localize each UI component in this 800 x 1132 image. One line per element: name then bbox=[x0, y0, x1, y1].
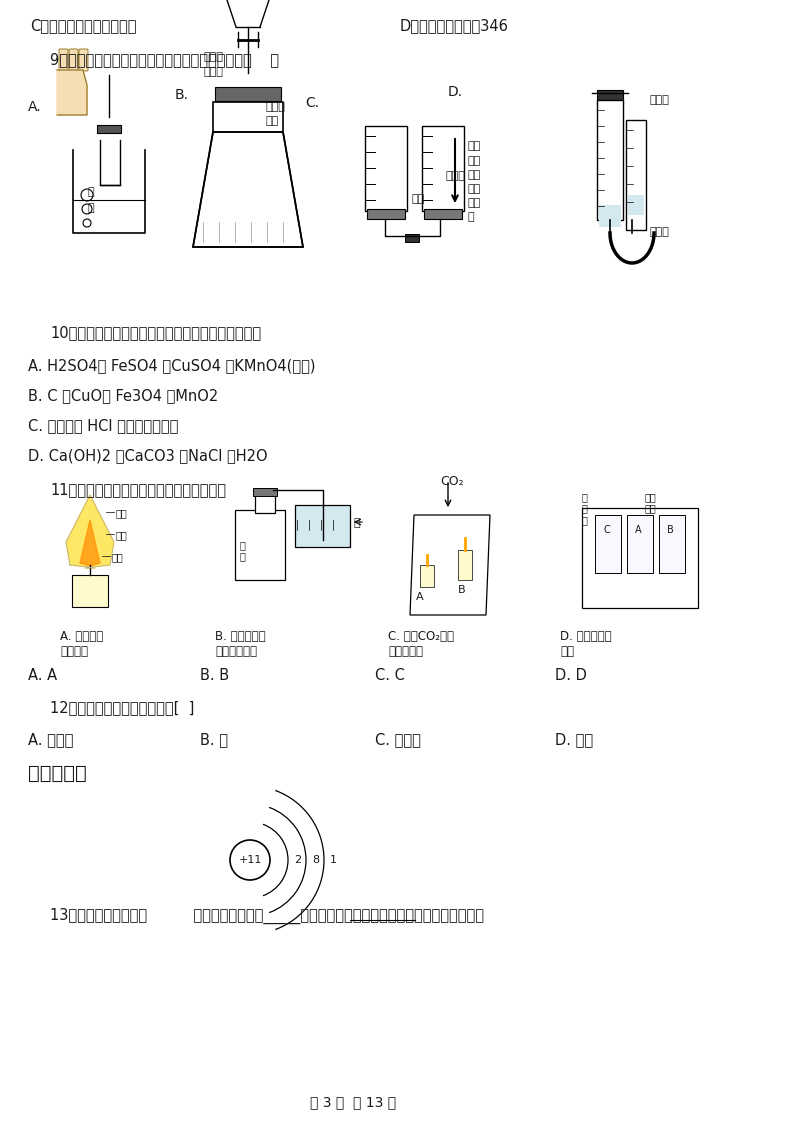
Text: C. 葡萄酒: C. 葡萄酒 bbox=[375, 732, 421, 747]
Bar bbox=[458, 550, 472, 580]
Text: 酚酞
溶液: 酚酞 溶液 bbox=[645, 492, 657, 514]
Text: 8: 8 bbox=[312, 855, 319, 865]
Polygon shape bbox=[410, 515, 490, 615]
Text: B. 探究空气中: B. 探究空气中 bbox=[215, 631, 266, 643]
Text: 2: 2 bbox=[294, 855, 301, 865]
Bar bbox=[597, 91, 623, 104]
Text: 水: 水 bbox=[353, 518, 360, 528]
Text: 面水: 面水 bbox=[468, 198, 482, 208]
Text: 焰心: 焰心 bbox=[112, 552, 124, 561]
Text: 10．下列各组物质，不用其他试剂就能鉴别出来的是: 10．下列各组物质，不用其他试剂就能鉴别出来的是 bbox=[50, 325, 261, 340]
Bar bbox=[365, 126, 407, 211]
Text: D．相对分子质量为346: D．相对分子质量为346 bbox=[400, 18, 509, 33]
Bar bbox=[295, 505, 350, 547]
Text: 弹簧夹: 弹簧夹 bbox=[650, 95, 670, 105]
Text: ，两: ，两 bbox=[468, 170, 482, 180]
Text: 上下: 上下 bbox=[468, 142, 482, 151]
Text: A. 蒸馏水: A. 蒸馏水 bbox=[28, 732, 74, 747]
Text: 平: 平 bbox=[468, 212, 474, 222]
Bar bbox=[420, 565, 434, 588]
Text: B. C 、CuO、 Fe3O4 、MnO2: B. C 、CuO、 Fe3O4 、MnO2 bbox=[28, 388, 218, 403]
Text: 弹簧夹: 弹簧夹 bbox=[266, 102, 286, 112]
Polygon shape bbox=[193, 132, 303, 247]
Text: 泡: 泡 bbox=[87, 203, 94, 213]
Bar bbox=[72, 575, 108, 607]
Bar bbox=[253, 488, 277, 496]
Text: 二、填空题: 二、填空题 bbox=[28, 764, 86, 783]
Text: C.: C. bbox=[305, 96, 319, 110]
Text: D. D: D. D bbox=[555, 668, 587, 683]
Bar bbox=[597, 100, 623, 220]
Text: C. C: C. C bbox=[375, 668, 405, 683]
Bar bbox=[422, 126, 464, 211]
Bar bbox=[626, 120, 646, 230]
Text: 各层温度: 各层温度 bbox=[60, 645, 88, 658]
Bar bbox=[595, 515, 621, 573]
Polygon shape bbox=[66, 495, 114, 568]
Text: 水柱: 水柱 bbox=[412, 194, 426, 204]
Text: 气: 气 bbox=[87, 187, 94, 197]
Text: 移动: 移动 bbox=[468, 156, 482, 166]
Text: B: B bbox=[458, 585, 466, 595]
Bar bbox=[97, 125, 121, 132]
Text: 13．某原子结构示意图          ，该元素原子核有_____个质子，根据原子结构示意图，不能直接获得的: 13．某原子结构示意图 ，该元素原子核有_____个质子，根据原子结构示意图，不… bbox=[50, 908, 484, 924]
Polygon shape bbox=[80, 520, 100, 566]
Text: 气
瓶: 气 瓶 bbox=[240, 540, 246, 561]
Text: A: A bbox=[416, 592, 424, 602]
Bar bbox=[628, 195, 644, 215]
Bar bbox=[255, 495, 275, 513]
Text: A. H2SO4、 FeSO4 、CuSO4 、KMnO4(溶液): A. H2SO4、 FeSO4 、CuSO4 、KMnO4(溶液) bbox=[28, 358, 315, 374]
Text: D.: D. bbox=[448, 85, 463, 98]
Circle shape bbox=[230, 840, 270, 880]
Text: D. Ca(OH)2 、CaCO3 、NaCl 、H2O: D. Ca(OH)2 、CaCO3 、NaCl 、H2O bbox=[28, 448, 268, 463]
Text: 外焰: 外焰 bbox=[116, 508, 128, 518]
Text: C. 验证CO₂的密: C. 验证CO₂的密 bbox=[388, 631, 454, 643]
Text: A: A bbox=[635, 525, 642, 535]
Text: C: C bbox=[603, 525, 610, 535]
Text: B. 煤: B. 煤 bbox=[200, 732, 228, 747]
Text: CO₂: CO₂ bbox=[440, 475, 464, 488]
Text: 度比空气大: 度比空气大 bbox=[388, 645, 423, 658]
FancyBboxPatch shape bbox=[59, 49, 68, 71]
Text: 运动: 运动 bbox=[560, 645, 574, 658]
Text: C. 浓氨水稀 HCl 稀硫酸石蕊试液: C. 浓氨水稀 HCl 稀硫酸石蕊试液 bbox=[28, 418, 178, 434]
Bar bbox=[215, 87, 281, 101]
Text: 关紧: 关紧 bbox=[266, 115, 279, 126]
Text: B: B bbox=[667, 525, 674, 535]
FancyBboxPatch shape bbox=[69, 49, 78, 71]
Text: B. B: B. B bbox=[200, 668, 229, 683]
Text: 氧气体积分数: 氧气体积分数 bbox=[215, 645, 257, 658]
Text: 度不变: 度不变 bbox=[203, 67, 223, 77]
Text: A.: A. bbox=[28, 100, 42, 114]
Text: 端液: 端液 bbox=[468, 185, 482, 194]
Bar bbox=[659, 515, 685, 573]
Bar bbox=[424, 209, 462, 218]
Bar bbox=[367, 209, 405, 218]
Text: 11．下列有关实验设计达不到实验目的的是: 11．下列有关实验设计达不到实验目的的是 bbox=[50, 482, 226, 497]
Text: 内焰: 内焰 bbox=[116, 530, 128, 540]
Bar bbox=[235, 511, 285, 580]
Text: B.: B. bbox=[175, 88, 189, 102]
Text: D. 岩石: D. 岩石 bbox=[555, 732, 593, 747]
Text: 第 3 页  共 13 页: 第 3 页 共 13 页 bbox=[310, 1095, 396, 1109]
Text: 弹簧夹: 弹簧夹 bbox=[445, 171, 465, 181]
Text: A. 比较火焰: A. 比较火焰 bbox=[60, 631, 103, 643]
Text: 9．下列各图所示装置的气密性检查中，漏气的是（    ）: 9．下列各图所示装置的气密性检查中，漏气的是（ ） bbox=[50, 52, 279, 67]
FancyBboxPatch shape bbox=[79, 49, 88, 71]
Text: D. 探究微粒的: D. 探究微粒的 bbox=[560, 631, 612, 643]
Text: 蒸
氨
水: 蒸 氨 水 bbox=[582, 492, 588, 525]
Polygon shape bbox=[57, 70, 87, 115]
Text: C．氢元素的质量分数最大: C．氢元素的质量分数最大 bbox=[30, 18, 137, 33]
Text: +11: +11 bbox=[238, 855, 262, 865]
Text: A. A: A. A bbox=[28, 668, 57, 683]
Text: 液面高: 液面高 bbox=[203, 52, 223, 62]
Bar bbox=[627, 515, 653, 573]
Bar bbox=[582, 508, 698, 608]
Bar bbox=[405, 234, 419, 242]
Bar bbox=[599, 205, 621, 228]
Text: 橡胶管: 橡胶管 bbox=[650, 228, 670, 237]
Text: 1: 1 bbox=[330, 855, 337, 865]
Text: 12．下列物质属于纯净物的是[  ]: 12．下列物质属于纯净物的是[ ] bbox=[50, 700, 194, 715]
